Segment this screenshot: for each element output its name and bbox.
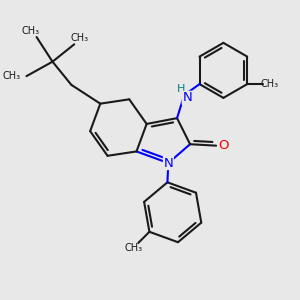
Text: H: H [177, 84, 185, 94]
Text: N: N [182, 92, 192, 104]
Text: CH₃: CH₃ [21, 26, 39, 36]
Text: O: O [218, 139, 229, 152]
Text: CH₃: CH₃ [125, 243, 143, 253]
Text: N: N [164, 157, 173, 169]
Text: CH₃: CH₃ [260, 79, 279, 89]
Text: CH₃: CH₃ [3, 71, 21, 81]
Text: CH₃: CH₃ [71, 33, 89, 43]
